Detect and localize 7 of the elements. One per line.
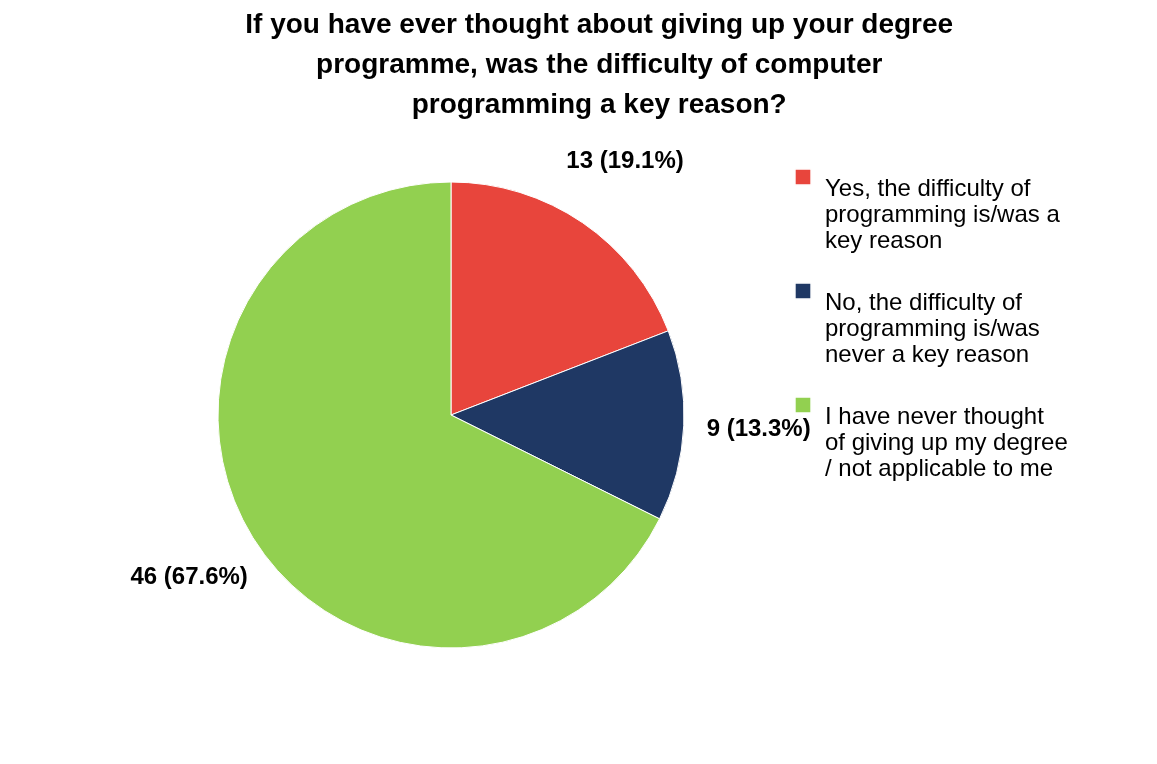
data-label: 9 (13.3%)	[706, 414, 811, 442]
chart-title: If you have ever thought about giving up your degree programme, was the difficulty of computer programming a key reason?	[245, 7, 954, 119]
data-label: 13 (19.1%)	[566, 145, 684, 173]
legend-label: I have never thought of giving up my degree / not applicable to me	[825, 402, 1068, 481]
legend-label: Yes, the difficulty of programming is/was a key reason	[825, 174, 1061, 253]
legend-label: No, the difficulty of programming is/was never a key reason	[825, 288, 1040, 367]
data-label: 46 (67.6%)	[130, 562, 248, 590]
